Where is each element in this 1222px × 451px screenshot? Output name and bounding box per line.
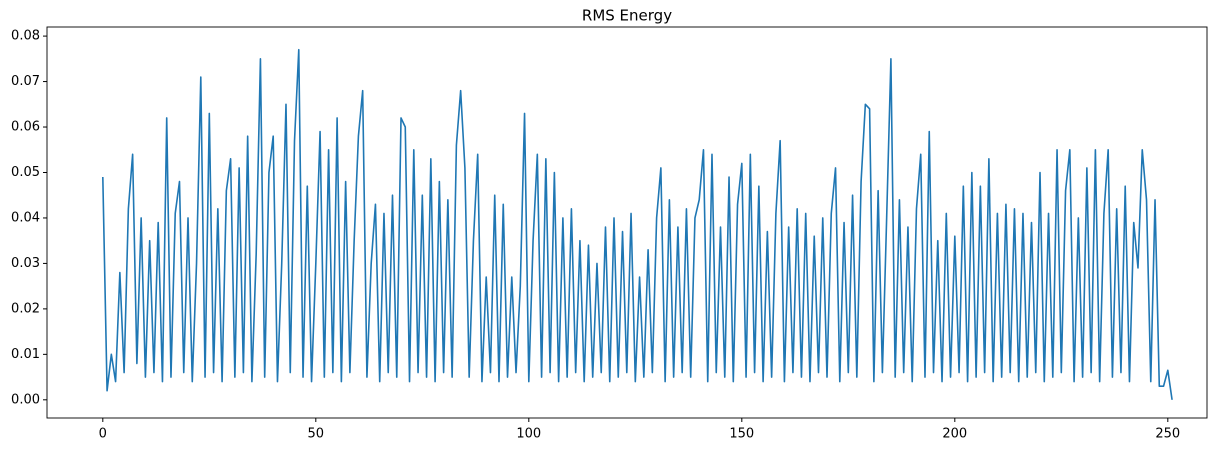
y-tick-label: 0.02 (11, 301, 40, 316)
x-tick-label: 200 (942, 427, 967, 442)
y-tick-label: 0.05 (11, 165, 40, 180)
y-tick-label: 0.06 (11, 120, 40, 135)
y-tick-label: 0.01 (11, 347, 40, 362)
chart-title: RMS Energy (582, 7, 672, 25)
y-tick-label: 0.08 (11, 29, 40, 44)
plot-frame (46, 26, 1208, 419)
y-tick-label: 0.03 (11, 256, 40, 271)
y-tick-label: 0.04 (11, 210, 40, 225)
x-tick-label: 250 (1155, 427, 1180, 442)
x-tick-label: 0 (99, 427, 107, 442)
x-tick-label: 100 (516, 427, 541, 442)
y-tick-label: 0.00 (11, 392, 40, 407)
x-tick-label: 150 (729, 427, 754, 442)
x-tick-label: 50 (308, 427, 325, 442)
y-tick-label: 0.07 (11, 74, 40, 89)
data-line (102, 48, 1173, 400)
